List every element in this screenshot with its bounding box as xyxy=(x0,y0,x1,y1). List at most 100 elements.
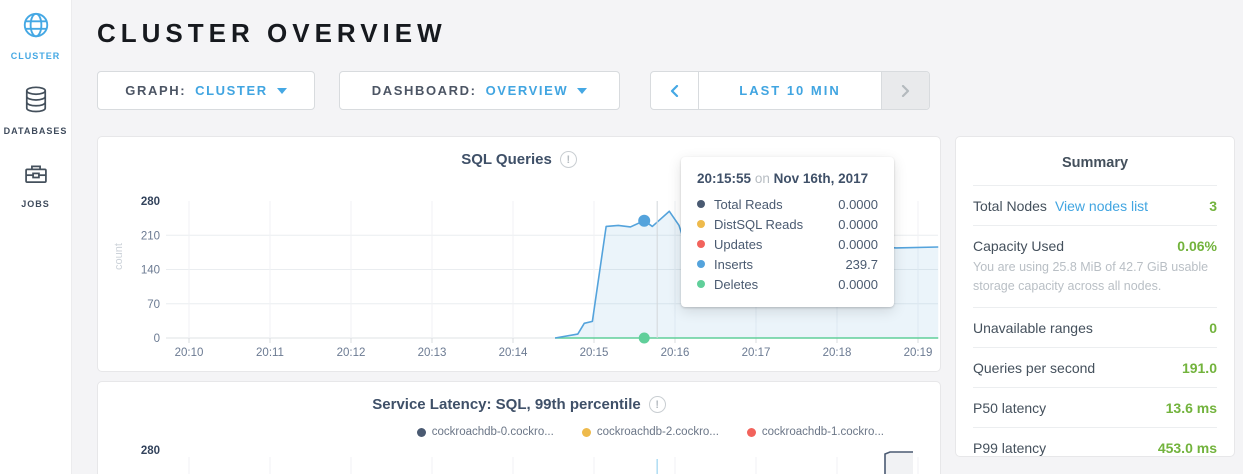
time-range-selector: LAST 10 MIN xyxy=(650,71,930,110)
series-name: Deletes xyxy=(714,276,759,292)
tooltip-series-row: Inserts 239.7 xyxy=(697,254,878,274)
dashboard-dropdown-value: OVERVIEW xyxy=(485,83,569,98)
tooltip-series-row: Updates 0.0000 xyxy=(697,234,878,254)
series-color-dot xyxy=(697,240,705,248)
tooltip-time: 20:15:55 xyxy=(697,171,752,186)
chart-title: SQL Queries xyxy=(461,151,552,168)
summary-title: Summary xyxy=(1061,155,1129,171)
svg-text:280: 280 xyxy=(141,445,160,457)
series-value: 0.0000 xyxy=(838,276,878,292)
dashboard-dropdown[interactable]: DASHBOARD: OVERVIEW xyxy=(339,71,620,110)
svg-text:20:19: 20:19 xyxy=(904,347,933,359)
summary-row-total-nodes: Total Nodes View nodes list 3 xyxy=(973,185,1217,225)
legend-item-node1[interactable]: cockroachdb-1.cockro... xyxy=(746,426,884,438)
svg-text:0: 0 xyxy=(154,333,160,345)
chart-hover-tooltip: 20:15:55 on Nov 16th, 2017 Total Reads 0… xyxy=(681,157,894,307)
qps-label: Queries per second xyxy=(973,359,1096,376)
capacity-used-value: 0.06% xyxy=(1177,238,1217,254)
service-latency-chart-panel: Service Latency: SQL, 99th percentile ! … xyxy=(97,381,941,474)
svg-text:20:12: 20:12 xyxy=(337,347,366,359)
series-name: Total Reads xyxy=(714,196,783,212)
svg-text:20:17: 20:17 xyxy=(742,347,771,359)
service-latency-plot[interactable]: 280 xyxy=(98,437,942,474)
summary-row-qps: Queries per second 191.0 xyxy=(973,346,1217,387)
chevron-down-icon xyxy=(276,88,287,94)
briefcase-icon xyxy=(22,160,50,193)
page-title: CLUSTER OVERVIEW xyxy=(97,18,447,48)
time-range-prev-button[interactable] xyxy=(651,72,698,109)
series-value: 0.0000 xyxy=(838,236,878,252)
series-color-dot xyxy=(697,260,705,268)
legend-label: cockroachdb-2.cockro... xyxy=(596,426,719,438)
summary-panel: Summary Total Nodes View nodes list 3 Ca… xyxy=(955,136,1235,457)
chart-title: Service Latency: SQL, 99th percentile xyxy=(372,396,641,413)
series-color-dot xyxy=(697,220,705,228)
svg-text:20:16: 20:16 xyxy=(661,347,690,359)
series-value: 0.0000 xyxy=(838,196,878,212)
qps-value: 191.0 xyxy=(1181,359,1217,376)
capacity-note: You are using 25.8 MiB of 42.7 GiB usabl… xyxy=(973,260,1209,293)
graph-dropdown-value: CLUSTER xyxy=(195,83,268,98)
svg-text:20:15: 20:15 xyxy=(580,347,609,359)
series-color-dot xyxy=(581,427,591,437)
chevron-down-icon xyxy=(577,88,588,94)
globe-icon xyxy=(21,10,51,45)
sidebar-item-jobs[interactable]: JOBS xyxy=(0,160,71,209)
svg-text:20:14: 20:14 xyxy=(499,347,528,359)
svg-text:20:11: 20:11 xyxy=(256,347,284,359)
series-value: 0.0000 xyxy=(838,216,878,232)
controls-bar: GRAPH: CLUSTER DASHBOARD: OVERVIEW LAST … xyxy=(97,71,930,110)
tooltip-series-row: Total Reads 0.0000 xyxy=(697,194,878,214)
sidebar-item-label: DATABASES xyxy=(3,126,68,136)
unavailable-ranges-value: 0 xyxy=(1209,319,1217,336)
chevron-left-icon xyxy=(670,84,679,97)
svg-text:280: 280 xyxy=(141,196,160,208)
series-name: DistSQL Reads xyxy=(714,216,804,232)
sidebar-item-cluster[interactable]: CLUSTER xyxy=(0,10,71,61)
p99-latency-value: 453.0 ms xyxy=(1157,439,1217,456)
legend-item-node2[interactable]: cockroachdb-2.cockro... xyxy=(581,426,719,438)
dashboard-dropdown-label: DASHBOARD: xyxy=(371,83,477,98)
time-range-next-button[interactable] xyxy=(882,72,929,109)
series-name: Inserts xyxy=(714,256,754,272)
p50-latency-label: P50 latency xyxy=(973,399,1047,416)
svg-text:20:13: 20:13 xyxy=(418,347,447,359)
svg-text:70: 70 xyxy=(147,299,160,311)
view-nodes-list-link[interactable]: View nodes list xyxy=(1054,198,1149,214)
series-color-dot xyxy=(746,427,756,437)
sidebar-item-label: JOBS xyxy=(21,199,50,209)
service-latency-chart-title-row: Service Latency: SQL, 99th percentile ! xyxy=(98,396,940,413)
legend-label: cockroachdb-0.cockro... xyxy=(431,426,554,438)
tooltip-series-row: Deletes 0.0000 xyxy=(697,274,878,294)
database-icon xyxy=(22,85,50,120)
tooltip-series-row: DistSQL Reads 0.0000 xyxy=(697,214,878,234)
time-range-label[interactable]: LAST 10 MIN xyxy=(698,72,882,109)
tooltip-date: Nov 16th, 2017 xyxy=(773,171,869,186)
svg-text:20:10: 20:10 xyxy=(175,347,204,359)
chart-legend: cockroachdb-0.cockro... cockroachdb-2.co… xyxy=(98,426,940,438)
graph-dropdown[interactable]: GRAPH: CLUSTER xyxy=(97,71,315,110)
sidebar: CLUSTER DATABASES JOBS xyxy=(0,0,72,474)
unavailable-ranges-label: Unavailable ranges xyxy=(973,319,1093,336)
svg-text:210: 210 xyxy=(141,230,160,242)
sql-queries-chart-title-row: SQL Queries ! xyxy=(98,151,940,168)
svg-text:count: count xyxy=(113,243,125,270)
p50-latency-value: 13.6 ms xyxy=(1165,399,1217,416)
p99-latency-label: P99 latency xyxy=(973,439,1047,456)
series-color-dot xyxy=(416,427,426,437)
summary-row-unavailable-ranges: Unavailable ranges 0 xyxy=(973,306,1217,347)
info-icon[interactable]: ! xyxy=(648,396,666,413)
series-color-dot xyxy=(697,280,705,288)
svg-text:140: 140 xyxy=(141,265,160,277)
capacity-used-label: Capacity Used xyxy=(973,238,1065,254)
tooltip-on-word: on xyxy=(754,171,770,186)
total-nodes-label: Total Nodes xyxy=(973,198,1047,214)
chevron-right-icon xyxy=(901,84,910,97)
info-icon[interactable]: ! xyxy=(559,151,577,168)
sidebar-item-databases[interactable]: DATABASES xyxy=(0,85,71,136)
series-value: 239.7 xyxy=(845,256,878,272)
summary-row-p50: P50 latency 13.6 ms xyxy=(973,386,1217,427)
tooltip-timestamp: 20:15:55 on Nov 16th, 2017 xyxy=(697,171,878,186)
legend-label: cockroachdb-1.cockro... xyxy=(761,426,884,438)
legend-item-node0[interactable]: cockroachdb-0.cockro... xyxy=(416,426,554,438)
